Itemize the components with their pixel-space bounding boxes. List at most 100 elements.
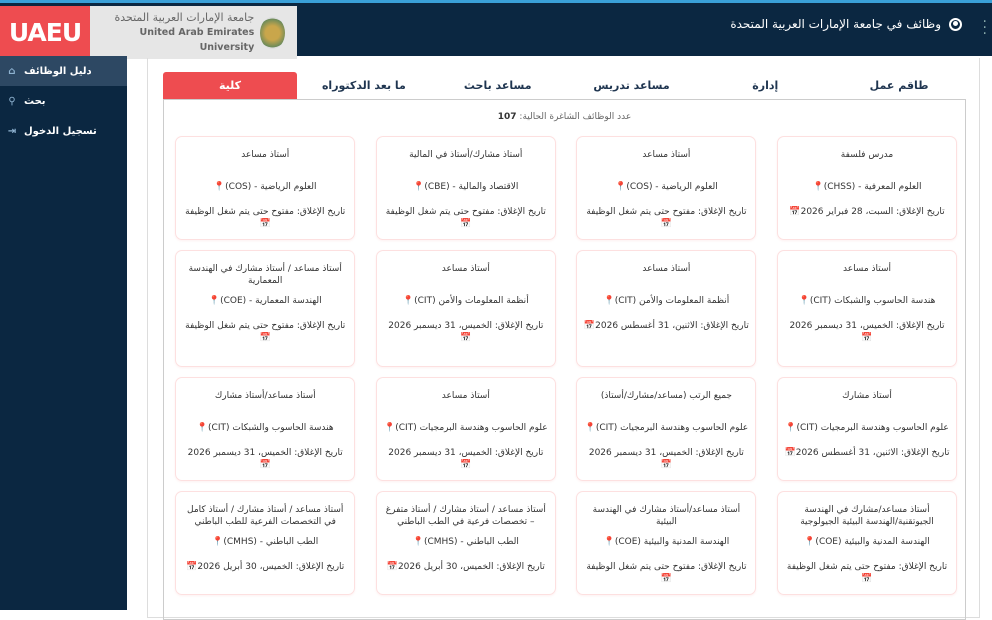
uaeu-logo[interactable]: UAEU — [0, 6, 90, 59]
department-text: هندسة الحاسوب والشبكات (CIT) — [809, 296, 936, 306]
job-closing-date: تاريخ الإغلاق: السبت، 28 فبراير 2026📅 — [784, 206, 950, 218]
tab-research-assistant[interactable]: مساعد باحث — [463, 79, 532, 92]
tab-postdoc[interactable]: ما بعد الدكتوراه — [321, 79, 406, 92]
closing-text: تاريخ الإغلاق: الخميس، 31 ديسمبر 2026 — [388, 321, 544, 331]
job-card[interactable]: أستاذ مشارك علوم الحاسوب وهندسة البرمجيا… — [777, 377, 957, 481]
vacancy-count-label: عدد الوظائف الشاغرة الحالية: — [519, 112, 632, 122]
job-department: هندسة الحاسوب والشبكات (CIT)📍 — [784, 295, 950, 307]
job-title[interactable]: أستاذ مشارك/أستاذ في المالية — [409, 150, 523, 160]
sidebar: دليل الوظائف ⌂ بحث ⚲ تسجيل الدخول ⇥ — [0, 56, 127, 610]
job-department: العلوم الرياضية - (COS)📍 — [182, 181, 348, 193]
sidebar-item-jobs-guide[interactable]: دليل الوظائف ⌂ — [0, 56, 127, 86]
job-card[interactable]: أستاذ مساعد / أستاذ مشارك / أستاذ متفرغ … — [375, 491, 556, 595]
job-card[interactable]: أستاذ مساعد هندسة الحاسوب والشبكات (CIT)… — [777, 250, 957, 367]
sidebar-item-label: تسجيل الدخول — [24, 125, 97, 137]
department-text: العلوم الرياضية - (COS) — [225, 182, 317, 192]
job-title[interactable]: جميع الرتب (مساعد/مشارك/أستاذ) — [600, 391, 732, 401]
job-card[interactable]: أستاذ مساعد/مشارك في الهندسة الجيوتقنية/… — [777, 491, 957, 595]
job-department: علوم الحاسوب وهندسة البرمجيات (CIT)📍 — [583, 422, 749, 434]
job-closing-date: تاريخ الإغلاق: الاثنين، 31 أغسطس 2026📅 — [583, 320, 749, 332]
sidebar-item-label: دليل الوظائف — [24, 65, 92, 77]
sidebar-item-login[interactable]: تسجيل الدخول ⇥ — [0, 116, 127, 146]
job-card[interactable]: أستاذ مساعد أنظمة المعلومات والأمن (CIT)… — [576, 250, 757, 367]
job-card[interactable]: مدرس فلسفة العلوم المعرفية - (CHSS)📍 تار… — [777, 136, 957, 240]
map-marker-icon: 📍 — [603, 537, 615, 547]
job-grid: مدرس فلسفة العلوم المعرفية - (CHSS)📍 تار… — [175, 136, 957, 595]
map-marker-icon: 📍 — [413, 182, 425, 192]
department-text: الهندسة المدنية والبيئية (COE) — [614, 537, 730, 547]
job-card[interactable]: جميع الرتب (مساعد/مشارك/أستاذ) علوم الحا… — [576, 377, 757, 481]
map-marker-icon: 📍 — [412, 537, 424, 547]
map-marker-icon: 📍 — [212, 537, 224, 547]
department-text: الطب الباطني - (CMHS) — [223, 537, 319, 547]
tab-faculty[interactable]: كلية — [163, 72, 298, 99]
emblem-icon — [260, 16, 285, 49]
closing-text: تاريخ الإغلاق: مفتوح حتى يتم شغل الوظيفة — [185, 321, 346, 331]
job-card[interactable]: أستاذ مساعد / أستاذ مشارك / أستاذ كامل ف… — [175, 491, 356, 595]
closing-text: تاريخ الإغلاق: الاثنين، 31 أغسطس 2026 — [795, 448, 950, 458]
job-card[interactable]: أستاذ مساعد علوم الحاسوب وهندسة البرمجيا… — [375, 377, 556, 481]
job-title[interactable]: أستاذ مساعد/مشارك في الهندسة الجيوتقنية/… — [800, 505, 934, 527]
job-closing-date: تاريخ الإغلاق: مفتوح حتى يتم شغل الوظيفة… — [182, 206, 348, 230]
job-department: العلوم الرياضية - (COS)📍 — [583, 181, 749, 193]
department-text: علوم الحاسوب وهندسة البرمجيات (CIT) — [796, 423, 949, 433]
vacancy-count: عدد الوظائف الشاغرة الحالية: 107 — [164, 112, 965, 122]
site-title[interactable]: وظائف في جامعة الإمارات العربية المتحدة — [730, 17, 962, 31]
department-text: الاقتصاد والمالية - (CBE) — [424, 182, 519, 192]
job-title[interactable]: أستاذ مساعد/أستاذ مشارك في الهندسة البيئ… — [592, 505, 741, 527]
job-title[interactable]: أستاذ مساعد/أستاذ مشارك — [214, 391, 316, 401]
job-closing-date: تاريخ الإغلاق: الخميس، 31 ديسمبر 2026 📅 — [383, 447, 549, 471]
job-card[interactable]: أستاذ مساعد / أستاذ مشارك في الهندسة الم… — [175, 250, 356, 367]
map-marker-icon: 📍 — [584, 423, 596, 433]
calendar-icon: 📅 — [660, 219, 673, 229]
job-title[interactable]: أستاذ مساعد — [441, 264, 490, 274]
job-department: الطب الباطني - (CMHS)📍 — [182, 536, 348, 548]
closing-text: تاريخ الإغلاق: مفتوح حتى يتم شغل الوظيفة — [385, 207, 546, 217]
job-title[interactable]: مدرس فلسفة — [840, 150, 894, 160]
department-text: الهندسة المدنية والبيئية (COE) — [815, 537, 930, 547]
closing-text: تاريخ الإغلاق: الخميس، 31 ديسمبر 2026 — [789, 321, 945, 331]
closing-text: تاريخ الإغلاق: الخميس، 31 ديسمبر 2026 — [588, 448, 744, 458]
tab-staff[interactable]: طاقم عمل — [869, 79, 929, 92]
tab-administration[interactable]: إدارة — [752, 79, 779, 92]
calendar-icon: 📅 — [259, 333, 271, 343]
map-marker-icon: 📍 — [798, 296, 810, 306]
university-logo[interactable]: جامعة الإمارات العربية المتحدة United Ar… — [90, 6, 297, 59]
job-title[interactable]: أستاذ مساعد / أستاذ مشارك / أستاذ كامل ف… — [187, 505, 344, 527]
calendar-icon: 📅 — [660, 574, 673, 584]
job-title[interactable]: أستاذ مساعد — [642, 264, 691, 274]
job-title[interactable]: أستاذ مشارك — [842, 391, 892, 401]
job-closing-date: تاريخ الإغلاق: الخميس، 30 أبريل 2026📅 — [182, 561, 348, 573]
job-department: علوم الحاسوب وهندسة البرمجيات (CIT)📍 — [383, 422, 549, 434]
job-card[interactable]: أستاذ مساعد/أستاذ مشارك في الهندسة البيئ… — [576, 491, 757, 595]
job-closing-date: تاريخ الإغلاق: الخميس، 31 ديسمبر 2026 📅 — [583, 447, 749, 471]
job-card[interactable]: أستاذ مساعد أنظمة المعلومات والأمن (CIT)… — [375, 250, 556, 367]
closing-text: تاريخ الإغلاق: مفتوح حتى يتم شغل الوظيفة — [185, 207, 346, 217]
department-text: أنظمة المعلومات والأمن (CIT) — [614, 296, 730, 306]
job-title[interactable]: أستاذ مساعد — [642, 150, 691, 160]
kebab-menu-icon[interactable]: · · · — [982, 14, 987, 42]
top-bar: UAEU جامعة الإمارات العربية المتحدة Unit… — [0, 0, 992, 59]
department-text: الهندسة المعمارية - (COE) — [220, 296, 322, 306]
job-department: الهندسة المدنية والبيئية (COE)📍 — [583, 536, 749, 548]
job-card[interactable]: أستاذ مساعد العلوم الرياضية - (COS)📍 تار… — [576, 136, 757, 240]
job-title[interactable]: أستاذ مساعد / أستاذ مشارك / أستاذ متفرغ … — [385, 505, 546, 527]
tab-teaching-assistant[interactable]: مساعد تدريس — [593, 79, 670, 92]
job-title[interactable]: أستاذ مساعد — [241, 150, 290, 160]
calendar-icon: 📅 — [259, 219, 271, 229]
department-text: العلوم الرياضية - (COS) — [626, 182, 718, 192]
closing-text: تاريخ الإغلاق: الخميس، 31 ديسمبر 2026 — [388, 448, 544, 458]
job-card[interactable]: أستاذ مساعد/أستاذ مشارك هندسة الحاسوب وا… — [175, 377, 356, 481]
job-title[interactable]: أستاذ مساعد — [842, 264, 892, 274]
user-circle-icon[interactable] — [949, 17, 962, 31]
closing-text: تاريخ الإغلاق: مفتوح حتى يتم شغل الوظيفة — [586, 562, 747, 572]
job-card[interactable]: أستاذ مساعد العلوم الرياضية - (COS)📍 تار… — [175, 136, 356, 240]
job-card[interactable]: أستاذ مشارك/أستاذ في المالية الاقتصاد وا… — [375, 136, 556, 240]
job-title[interactable]: أستاذ مساعد / أستاذ مشارك في الهندسة الم… — [188, 264, 342, 286]
job-title[interactable]: أستاذ مساعد — [441, 391, 490, 401]
map-marker-icon: 📍 — [208, 296, 221, 306]
calendar-icon: 📅 — [861, 333, 873, 343]
sidebar-item-search[interactable]: بحث ⚲ — [0, 86, 127, 116]
job-department: أنظمة المعلومات والأمن (CIT)📍 — [583, 295, 749, 307]
job-department: علوم الحاسوب وهندسة البرمجيات (CIT)📍 — [784, 422, 950, 434]
